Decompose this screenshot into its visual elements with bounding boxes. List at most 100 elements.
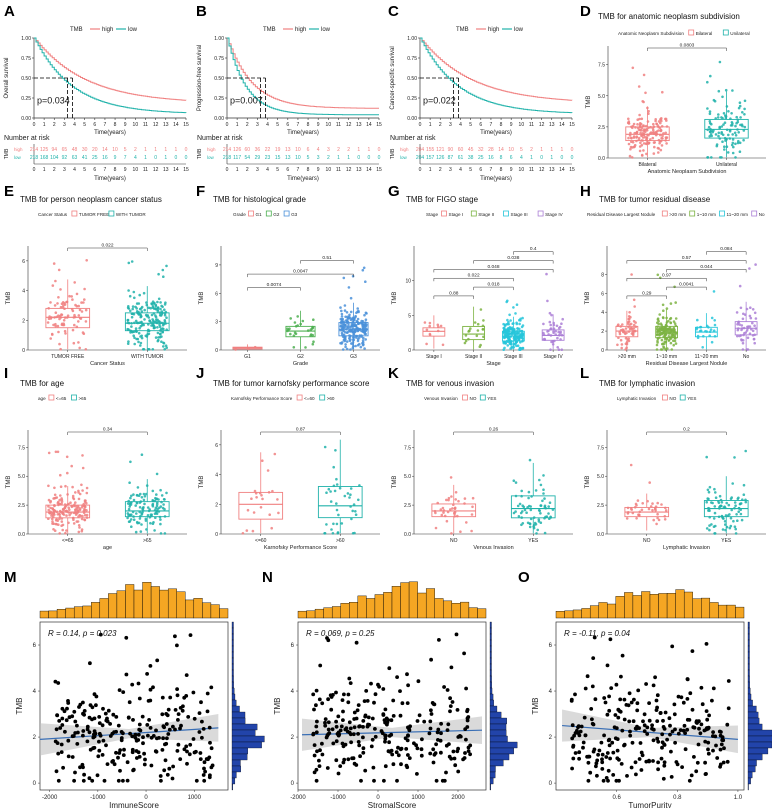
data-point [415,772,419,776]
legend-swatch [462,394,468,401]
data-point [344,343,347,346]
x-axis-label: TumorPurity [628,801,671,808]
data-point [149,521,152,525]
right-histogram-bar [747,765,756,773]
data-point [192,750,197,755]
risk-x-tick-label: 5 [276,167,279,173]
data-point [84,308,88,312]
data-point [348,313,351,317]
legend-label: <=65 [56,396,67,401]
data-point [148,726,153,730]
panel-letter-J: J [196,365,204,382]
top-histogram-bar [726,604,736,619]
data-point [155,493,158,496]
risk-high-value: 3 [327,147,330,153]
data-point [185,761,189,766]
data-point [80,301,83,304]
legend-swatch [296,394,303,401]
data-point [660,745,664,750]
risk-low-value: 0 [560,155,563,161]
right-histogram-bar [231,747,248,755]
data-point [160,500,163,504]
data-point [629,700,634,705]
data-point [105,719,110,724]
data-point [97,748,102,753]
data-point [471,505,474,509]
data-point [665,307,669,310]
data-point [712,517,716,520]
data-point [754,317,758,320]
data-point [536,528,539,532]
data-point [143,495,147,498]
x-tick-label: 5 [276,122,279,128]
data-point [736,497,740,501]
significance-bracket [67,247,148,251]
data-point [467,330,470,333]
data-point [428,332,432,336]
risk-low-value: 38 [468,155,474,161]
data-point [202,778,207,783]
data-point [372,778,376,783]
data-point [527,490,531,494]
x-tick-label: 9 [317,122,320,128]
x-tick-label: 0.6 [612,795,621,801]
y-axis-label: TMB [6,292,12,305]
x-tick-label: G2 [297,354,304,360]
data-point [289,317,293,320]
data-point [656,339,659,343]
data-point [725,722,730,727]
data-point [350,756,354,761]
data-point [176,718,180,722]
data-point [66,701,71,705]
x-axis-label: Time(years) [287,130,319,136]
data-point [705,726,709,730]
box [625,126,670,142]
data-point [740,338,743,341]
panel-letter-M: M [4,569,17,586]
data-point [159,505,163,508]
data-point [191,690,196,695]
risk-high-value: 1 [560,147,563,153]
data-point [456,735,461,739]
data-point [75,723,79,728]
risk-x-axis-label: Time(years) [480,176,512,182]
data-point [350,517,353,521]
data-point [143,308,146,312]
data-point [754,263,757,266]
x-tick-label: 1 [236,122,239,128]
data-point [137,340,140,344]
data-point [550,340,553,344]
data-point [730,496,733,499]
data-point [721,95,724,99]
data-point [639,768,644,772]
data-point [518,502,522,506]
data-point [720,501,724,504]
y-tick-label: 4 [33,689,37,695]
data-point [97,721,102,725]
legend-swatch [265,210,272,217]
risk-low-value: 2 [327,155,330,161]
data-point [633,760,638,765]
data-point [63,329,67,333]
data-point [47,451,51,455]
data-point [208,740,212,745]
legend-low-label: low [128,27,138,33]
data-point [707,125,711,129]
data-point [61,512,65,515]
risk-x-tick-label: 6 [479,167,482,173]
data-point [450,495,453,498]
data-point [383,720,387,725]
risk-x-tick-label: 10 [326,167,332,173]
risk-row-low-label: low [400,155,408,160]
data-point [127,340,130,343]
data-point [160,494,164,497]
significance-bracket [433,269,554,273]
data-point [85,739,90,744]
data-point [709,328,713,331]
data-point [344,315,347,319]
data-point [713,511,717,515]
data-point [133,732,138,737]
x-tick-label: 13 [549,122,555,128]
data-point [363,347,366,350]
data-point [117,688,122,692]
